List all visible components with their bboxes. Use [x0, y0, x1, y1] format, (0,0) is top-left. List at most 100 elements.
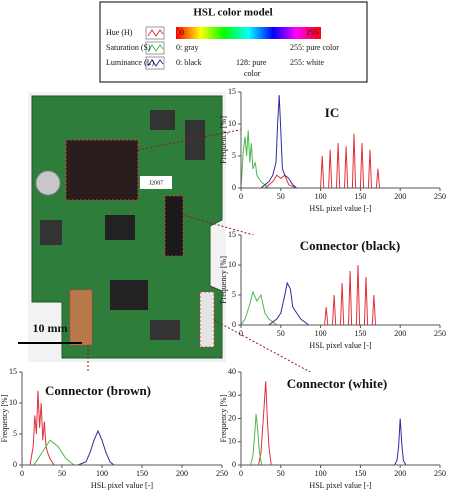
y-tick-label: 10 [228, 260, 236, 269]
x-tick-label: 50 [277, 192, 285, 201]
y-tick-label: 0 [232, 320, 236, 329]
x-tick-label: 0 [239, 192, 243, 201]
x-axis-label: HSL pixel value [-] [309, 204, 371, 213]
brown-connector [69, 289, 93, 346]
annotation: Connector (white) [287, 376, 388, 391]
x-tick-label: 200 [394, 469, 406, 478]
x-tick-label: 50 [277, 469, 285, 478]
board-label [140, 176, 172, 189]
legend: HSL color model 0 255 0: gray 255: pure … [99, 1, 368, 83]
chip [150, 320, 180, 340]
legend-scale-label: 255: pure color [290, 43, 339, 52]
series-line [240, 290, 278, 326]
x-tick-label: 100 [315, 192, 327, 201]
coin-cell [35, 170, 61, 196]
x-tick-label: 150 [354, 192, 366, 201]
y-axis-label: Frequency [%] [0, 394, 9, 442]
legend-scale-label: color [244, 69, 261, 78]
annotation-background [41, 381, 155, 399]
legend-scale-label: 255: white [290, 58, 324, 67]
x-axis-label: HSL pixel value [-] [91, 481, 153, 490]
y-tick-label: 10 [228, 437, 236, 446]
white-connector [199, 291, 215, 348]
x-tick-label: 0 [20, 469, 24, 478]
x-tick-label: 150 [354, 469, 366, 478]
legend-scale-label: 255 [306, 28, 318, 37]
x-tick-label: 100 [96, 469, 108, 478]
chip [110, 280, 148, 310]
y-tick-label: 10 [9, 398, 17, 407]
black-connector [164, 195, 184, 257]
x-tick-label: 50 [58, 469, 66, 478]
x-tick-label: 150 [354, 329, 366, 338]
legend-title: HSL color model [193, 7, 272, 19]
x-tick-label: 250 [434, 192, 446, 201]
series-line [29, 390, 55, 466]
x-tick-label: 150 [136, 469, 148, 478]
y-tick-label: 15 [228, 230, 236, 239]
y-tick-label: 5 [232, 151, 236, 160]
x-tick-label: 50 [277, 329, 285, 338]
series-line [250, 413, 263, 466]
chip [185, 120, 205, 160]
legend-scale-label: 0 [180, 28, 184, 37]
annotation-background [296, 236, 404, 254]
annotation: IC [325, 105, 339, 120]
x-tick-label: 250 [434, 329, 446, 338]
y-tick-label: 10 [228, 119, 236, 128]
leader-line [213, 319, 326, 381]
scale-label: 10 mm [33, 321, 68, 335]
x-axis-label: HSL pixel value [-] [309, 341, 371, 350]
y-tick-label: 0 [13, 460, 17, 469]
legend-label: Luminance (L) [106, 58, 155, 67]
x-tick-label: 200 [394, 192, 406, 201]
legend-icon-line [147, 59, 164, 67]
y-tick-label: 20 [228, 413, 236, 422]
x-tick-label: 0 [239, 329, 243, 338]
y-tick-label: 30 [228, 390, 236, 399]
x-tick-label: 0 [239, 469, 243, 478]
legend-label: Saturation (S) [106, 43, 151, 52]
board-label-text: J2087 [149, 180, 163, 186]
chip [105, 215, 135, 240]
legend-box [99, 1, 368, 83]
series-line [268, 281, 309, 326]
y-tick-label: 0 [232, 460, 236, 469]
y-tick-label: 15 [228, 87, 236, 96]
ic-chip [65, 139, 139, 201]
legend-scale-label: 128: pure [236, 58, 267, 67]
series-line [240, 130, 270, 189]
x-tick-label: 200 [176, 469, 188, 478]
series-line [394, 418, 407, 466]
y-axis-label: Frequency [%] [219, 394, 228, 442]
x-tick-label: 100 [315, 469, 327, 478]
hue-color-bar [176, 27, 321, 39]
annotation-background [321, 103, 343, 121]
x-tick-label: 200 [394, 329, 406, 338]
chip [40, 220, 62, 245]
y-tick-label: 0 [232, 183, 236, 192]
leader-line [137, 113, 321, 151]
legend-icon [145, 26, 165, 40]
x-tick-label: 250 [434, 469, 446, 478]
legend-scale-label: 0: gray [176, 43, 198, 52]
series-line [258, 381, 272, 466]
series-line [260, 95, 298, 189]
x-tick-label: 100 [315, 329, 327, 338]
series-line [77, 429, 115, 466]
y-axis-label: Frequency [%] [219, 116, 228, 164]
annotation-background [283, 374, 391, 392]
board-photo: J2087 10 mm [18, 92, 226, 362]
y-axis-label: Frequency [%] [219, 256, 228, 304]
legend-scale-label: 0: black [176, 58, 202, 67]
x-tick-label: 250 [216, 469, 228, 478]
legend-icon-line [147, 29, 164, 37]
legend-label: Hue (H) [106, 28, 133, 37]
y-tick-label: 15 [9, 367, 17, 376]
x-axis-label: HSL pixel value [-] [309, 481, 371, 490]
series-line [33, 439, 75, 466]
annotation: Connector (brown) [45, 383, 151, 398]
annotation: Connector (black) [300, 238, 401, 253]
y-tick-label: 5 [13, 429, 17, 438]
